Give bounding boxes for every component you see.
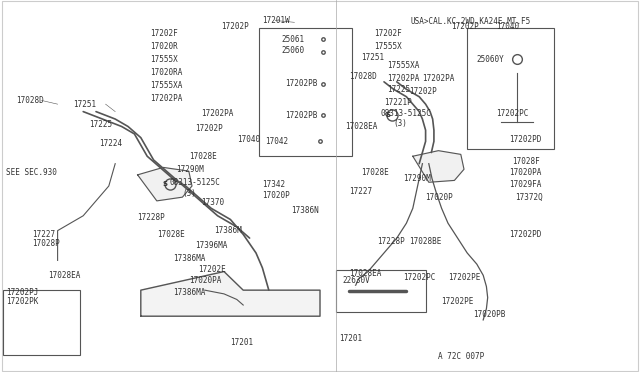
Text: 17202PD: 17202PD bbox=[509, 230, 541, 239]
Text: 17202PA: 17202PA bbox=[422, 74, 455, 83]
Text: 17201: 17201 bbox=[230, 338, 253, 347]
Text: USA>CAL.KC.2WD.KA24E.MT.F5: USA>CAL.KC.2WD.KA24E.MT.F5 bbox=[410, 17, 531, 26]
Text: 17228P: 17228P bbox=[378, 237, 405, 246]
Text: 17020R: 17020R bbox=[150, 42, 178, 51]
Text: 17224: 17224 bbox=[99, 139, 122, 148]
Text: 17202P: 17202P bbox=[451, 22, 479, 31]
Text: 08313-5125C: 08313-5125C bbox=[170, 178, 220, 187]
Text: 17202PE: 17202PE bbox=[442, 297, 474, 306]
Text: 17386M: 17386M bbox=[214, 226, 242, 235]
Text: 17202PK: 17202PK bbox=[6, 297, 39, 306]
Text: 22630V: 22630V bbox=[342, 276, 370, 285]
Text: 17201: 17201 bbox=[339, 334, 362, 343]
Text: 17028D: 17028D bbox=[349, 72, 376, 81]
Text: 17202PD: 17202PD bbox=[509, 135, 541, 144]
Text: 17020PA: 17020PA bbox=[189, 276, 221, 285]
Text: 17202PE: 17202PE bbox=[448, 273, 481, 282]
Text: 17020RA: 17020RA bbox=[150, 68, 183, 77]
Text: 17040: 17040 bbox=[496, 22, 519, 31]
Text: 17020PB: 17020PB bbox=[474, 310, 506, 319]
Text: 17028EA: 17028EA bbox=[349, 269, 381, 278]
Text: 17202P: 17202P bbox=[221, 22, 248, 31]
Text: 17020P: 17020P bbox=[262, 191, 290, 200]
Text: 17386N: 17386N bbox=[291, 206, 319, 215]
Text: 17555XA: 17555XA bbox=[150, 81, 183, 90]
Text: 17225: 17225 bbox=[387, 85, 410, 94]
Text: 17201W: 17201W bbox=[262, 16, 290, 25]
Text: 25061: 25061 bbox=[282, 35, 305, 44]
Text: 17020PA: 17020PA bbox=[509, 169, 541, 177]
Text: 17202PB: 17202PB bbox=[285, 111, 317, 120]
Text: 17202PC: 17202PC bbox=[496, 109, 529, 118]
Text: 17396MA: 17396MA bbox=[195, 241, 228, 250]
Text: 17028EA: 17028EA bbox=[346, 122, 378, 131]
Text: 17555X: 17555X bbox=[150, 55, 178, 64]
Text: 17290M: 17290M bbox=[176, 165, 204, 174]
Text: 17202PA: 17202PA bbox=[202, 109, 234, 118]
Polygon shape bbox=[141, 272, 320, 316]
Text: 17028E: 17028E bbox=[362, 169, 389, 177]
Text: 17202PB: 17202PB bbox=[285, 79, 317, 88]
Text: 17202PA: 17202PA bbox=[150, 94, 183, 103]
Text: 17370: 17370 bbox=[202, 198, 225, 207]
Text: 17028E: 17028E bbox=[157, 230, 184, 239]
Bar bbox=[259, 28, 352, 156]
Text: 17290M: 17290M bbox=[403, 174, 431, 183]
Text: 17227: 17227 bbox=[349, 187, 372, 196]
Text: 17372Q: 17372Q bbox=[515, 193, 543, 202]
Text: 17028EA: 17028EA bbox=[48, 271, 81, 280]
Text: (3): (3) bbox=[182, 189, 196, 198]
Text: 17386MA: 17386MA bbox=[173, 254, 205, 263]
Text: 17202P: 17202P bbox=[410, 87, 437, 96]
Text: 25060Y: 25060Y bbox=[477, 55, 504, 64]
Text: 17028D: 17028D bbox=[16, 96, 44, 105]
Text: S: S bbox=[163, 181, 168, 187]
Text: 17202PC: 17202PC bbox=[403, 273, 436, 282]
Text: 17225: 17225 bbox=[90, 120, 113, 129]
Text: 17202PA: 17202PA bbox=[387, 74, 420, 83]
Text: 17202F: 17202F bbox=[374, 29, 402, 38]
Text: 17042: 17042 bbox=[266, 137, 289, 146]
Text: 25060: 25060 bbox=[282, 46, 305, 55]
Text: 17227: 17227 bbox=[32, 230, 55, 239]
Text: 17555X: 17555X bbox=[374, 42, 402, 51]
Text: A 72C 007P: A 72C 007P bbox=[438, 352, 484, 361]
Text: 17202P: 17202P bbox=[195, 124, 223, 133]
Text: 17028BE: 17028BE bbox=[410, 237, 442, 246]
Text: 17028P: 17028P bbox=[32, 239, 60, 248]
Bar bbox=[467, 28, 554, 149]
Text: 17202F: 17202F bbox=[150, 29, 178, 38]
Text: 17251: 17251 bbox=[74, 100, 97, 109]
Text: 17221P: 17221P bbox=[384, 98, 412, 107]
Text: 17386MA: 17386MA bbox=[173, 288, 205, 296]
Text: 17251: 17251 bbox=[362, 53, 385, 62]
Text: 08313-5125C: 08313-5125C bbox=[381, 109, 431, 118]
Text: 17202E: 17202E bbox=[198, 265, 226, 274]
Text: 17555XA: 17555XA bbox=[387, 61, 420, 70]
Text: 17342: 17342 bbox=[262, 180, 285, 189]
Text: 17202PJ: 17202PJ bbox=[6, 288, 39, 296]
Text: 17028E: 17028E bbox=[189, 152, 216, 161]
Text: (3): (3) bbox=[394, 119, 408, 128]
Bar bbox=[336, 270, 426, 312]
Text: 17029FA: 17029FA bbox=[509, 180, 541, 189]
Text: 17020P: 17020P bbox=[426, 193, 453, 202]
Text: 17228P: 17228P bbox=[138, 213, 165, 222]
Text: 17028F: 17028F bbox=[512, 157, 540, 166]
Text: 17040: 17040 bbox=[237, 135, 260, 144]
Bar bbox=[3, 290, 80, 355]
Polygon shape bbox=[138, 167, 192, 201]
Polygon shape bbox=[413, 151, 464, 182]
Text: S: S bbox=[385, 112, 390, 118]
Text: SEE SEC.930: SEE SEC.930 bbox=[6, 169, 57, 177]
